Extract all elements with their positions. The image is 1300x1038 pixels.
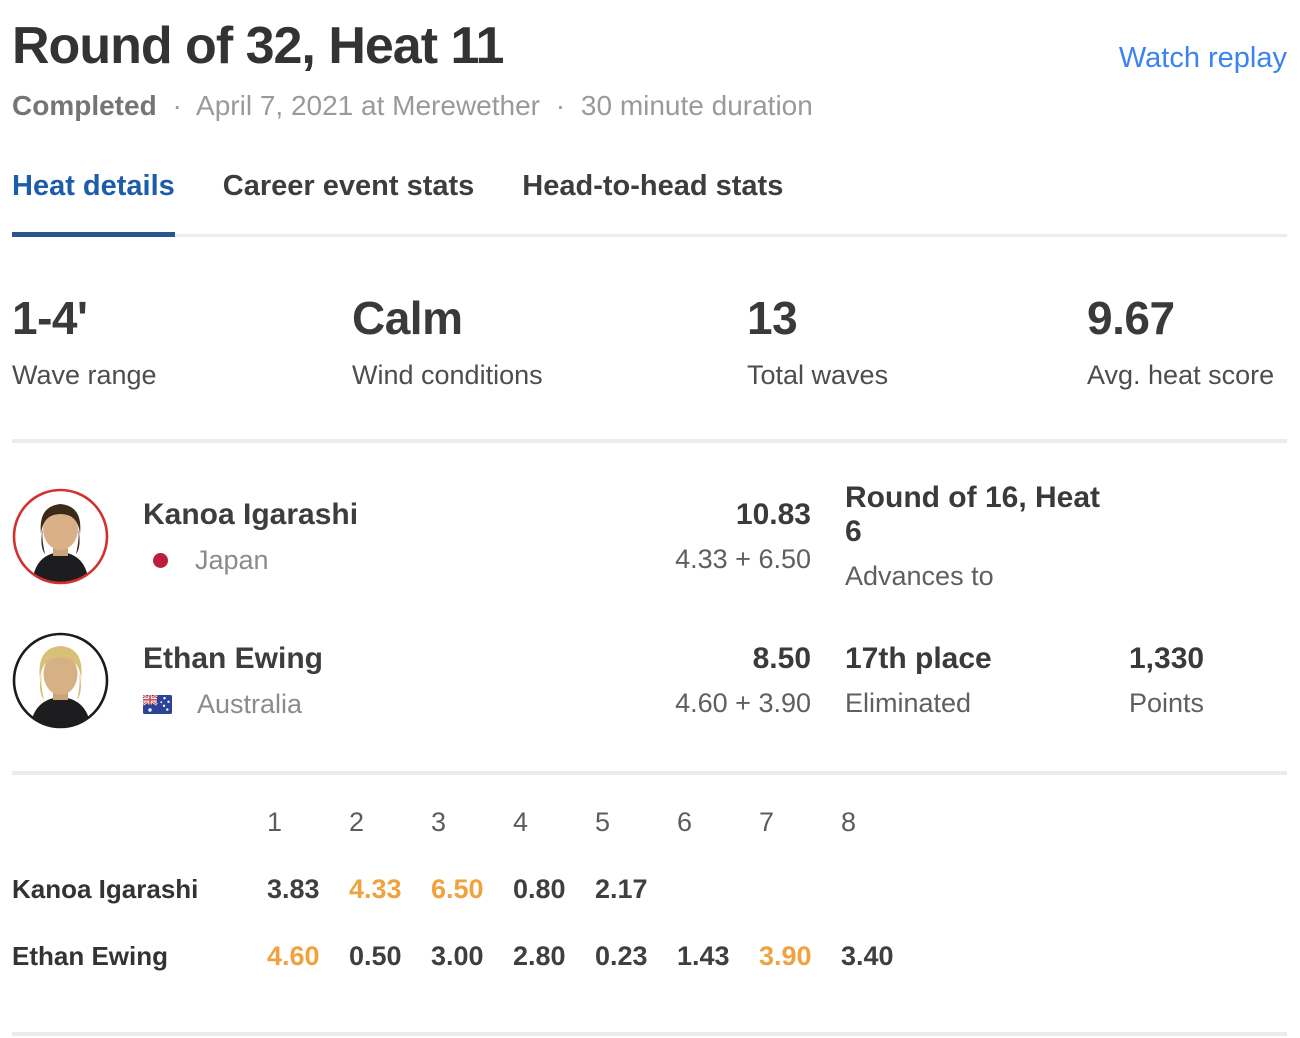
- avatar-image: [12, 489, 109, 585]
- wave-score-cell: 0.50: [349, 941, 402, 972]
- wave-table-header: 1 2 3 4 5 6 7 8: [12, 807, 1287, 838]
- surfer-country: Japan: [143, 545, 623, 576]
- result-title: 17th place: [845, 642, 992, 676]
- total-score: 10.83: [735, 498, 811, 532]
- header: Round of 32, Heat 11 Watch replay: [12, 16, 1287, 77]
- heat-duration: 30 minute duration: [580, 90, 813, 122]
- heat-stats: 1-4' Wave range Calm Wind conditions 13 …: [12, 291, 1287, 444]
- surfer-result: 17th place Eliminated: [811, 642, 1117, 719]
- score-breakdown: 4.60 + 3.90: [675, 688, 811, 719]
- wave-row-kanoa-igarashi: Kanoa Igarashi 3.83 4.33 6.50 0.80 2.17: [12, 874, 1287, 905]
- surfer-score: 8.50 4.60 + 3.90: [623, 642, 811, 719]
- stat-wind-conditions: Calm Wind conditions: [352, 291, 747, 391]
- wave-score-cell: 0.80: [513, 874, 566, 905]
- surfer-row-ethan-ewing: Ethan Ewing: [12, 632, 1287, 729]
- stat-avg-heat-score: 9.67 Avg. heat score: [1087, 291, 1287, 391]
- stat-label: Avg. heat score: [1087, 360, 1275, 391]
- heat-date-location: April 7, 2021 at Merewether: [196, 90, 540, 122]
- watch-replay-link[interactable]: Watch replay: [1118, 42, 1287, 74]
- wave-score-table: 1 2 3 4 5 6 7 8 Kanoa Igarashi 3.83 4.33…: [12, 775, 1287, 972]
- stat-value: Calm: [352, 292, 463, 345]
- tab-bar: Heat details Career event stats Head-to-…: [12, 170, 1287, 238]
- tab-career-event-stats[interactable]: Career event stats: [222, 170, 475, 203]
- wave-row-ethan-ewing: Ethan Ewing 4.60 0.50 3.00 2.80 0.23 1.4…: [12, 941, 1287, 972]
- surfer-row-kanoa-igarashi: Kanoa Igarashi Japan 10.83 4.33 + 6.50 R…: [12, 481, 1287, 592]
- bottom-divider: [12, 1032, 1287, 1037]
- surfer-results: Kanoa Igarashi Japan 10.83 4.33 + 6.50 R…: [12, 443, 1287, 776]
- surfer-points: 1,330 Points: [1117, 642, 1287, 719]
- stat-label: Total waves: [747, 360, 889, 391]
- country-name: Australia: [197, 688, 303, 719]
- heat-status: Completed: [12, 90, 157, 122]
- surfer-name: Ethan Ewing: [143, 641, 323, 675]
- surfer-identity: Kanoa Igarashi Japan: [143, 498, 623, 576]
- wave-score-cell: 3.83: [267, 874, 320, 905]
- page-title: Round of 32, Heat 11: [12, 17, 504, 75]
- wave-score-cell: 2.80: [513, 941, 566, 972]
- score-breakdown: 4.33 + 6.50: [675, 544, 811, 575]
- tab-head-to-head-stats[interactable]: Head-to-head stats: [522, 170, 784, 203]
- wave-score-cell: 0.23: [595, 941, 648, 972]
- stat-value: 1-4': [12, 292, 88, 345]
- surfer-avatar: [12, 632, 143, 729]
- wave-score-cell: 2.17: [595, 874, 648, 905]
- wave-column-header: 6: [677, 807, 693, 838]
- wave-row-surfer-name: Kanoa Igarashi: [12, 874, 199, 905]
- wave-score-cell: 3.90: [759, 941, 812, 972]
- wave-column-header: 2: [349, 807, 365, 838]
- wave-score-cell: 3.00: [431, 941, 484, 972]
- result-title: Round of 16, Heat 6: [845, 481, 1101, 549]
- surfer-name: Kanoa Igarashi: [143, 497, 359, 531]
- wave-score-cell: 1.43: [677, 941, 730, 972]
- total-score: 8.50: [752, 642, 811, 676]
- wave-score-cell: 6.50: [431, 874, 484, 905]
- surfer-country: Australia: [143, 689, 623, 720]
- stat-label: Wave range: [12, 360, 157, 391]
- stat-label: Wind conditions: [352, 360, 543, 391]
- wave-score-cell: 4.33: [349, 874, 402, 905]
- wave-score-cell: 3.40: [841, 941, 894, 972]
- stat-total-waves: 13 Total waves: [747, 291, 1087, 391]
- wave-row-surfer-name: Ethan Ewing: [12, 941, 168, 972]
- surfer-identity: Ethan Ewing: [143, 642, 623, 720]
- wave-column-header: 3: [431, 807, 447, 838]
- japan-flag-icon: [153, 552, 168, 568]
- stat-value: 9.67: [1087, 292, 1175, 345]
- wave-column-header: 4: [513, 807, 529, 838]
- wave-column-header: 8: [841, 807, 857, 838]
- stat-wave-range: 1-4' Wave range: [12, 291, 352, 391]
- wave-column-header: 1: [267, 807, 283, 838]
- country-name: Japan: [195, 544, 269, 575]
- wave-column-header: 5: [595, 807, 611, 838]
- australia-flag-icon: [143, 694, 172, 714]
- surfer-result: Round of 16, Heat 6 Advances to: [811, 481, 1117, 592]
- avatar-image: [12, 633, 109, 729]
- meta-separator: ·: [555, 90, 566, 122]
- wave-score-cell: 4.60: [267, 941, 320, 972]
- meta-separator: ·: [172, 90, 182, 122]
- points-value: 1,330: [1129, 642, 1205, 676]
- result-subtitle: Advances to: [845, 561, 994, 592]
- result-subtitle: Eliminated: [845, 688, 972, 719]
- surfer-score: 10.83 4.33 + 6.50: [623, 498, 811, 575]
- heat-meta: Completed · April 7, 2021 at Merewether …: [12, 90, 1287, 122]
- surfer-avatar: [12, 488, 143, 585]
- points-label: Points: [1129, 688, 1205, 719]
- wave-column-header: 7: [759, 807, 775, 838]
- tab-heat-details[interactable]: Heat details: [12, 170, 175, 238]
- stat-value: 13: [747, 292, 798, 345]
